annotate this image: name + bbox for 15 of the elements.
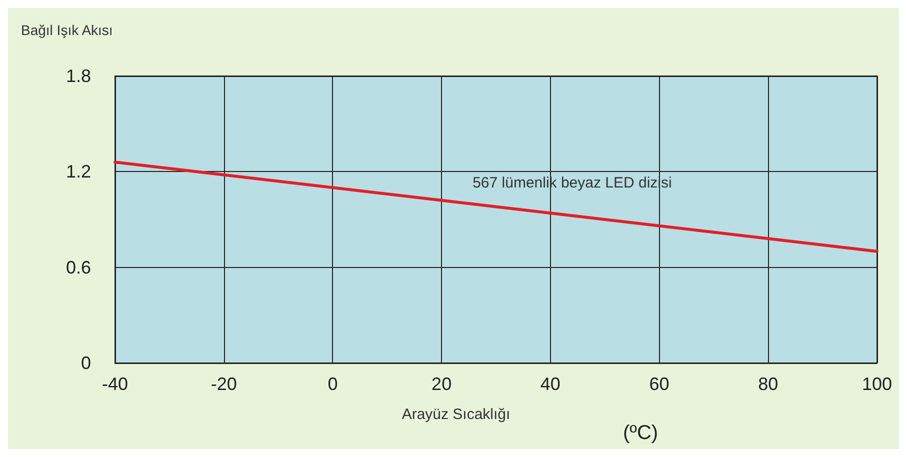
text: (ºC) [623,422,658,444]
x-tick-label: 20 [432,374,452,394]
x-tick-label: 100 [862,374,892,394]
y-tick-label: 0 [80,353,91,373]
x-axis-title: Arayüz Sıcaklığı [402,406,510,423]
y-tick-label: 1.8 [66,66,91,86]
y-tick-label: 1.2 [66,162,91,182]
x-tick-label: 0 [328,374,338,394]
x-tick-label: 60 [649,374,670,394]
x-tick-label: 40 [540,374,560,394]
y-tick-label: 0.6 [66,257,91,278]
x-tick-label: -20 [210,374,237,394]
x-tick-label: -40 [102,374,128,394]
x-tick-label: 80 [758,374,778,394]
y-axis-title: Bağıl Işık Akısı [21,22,113,38]
